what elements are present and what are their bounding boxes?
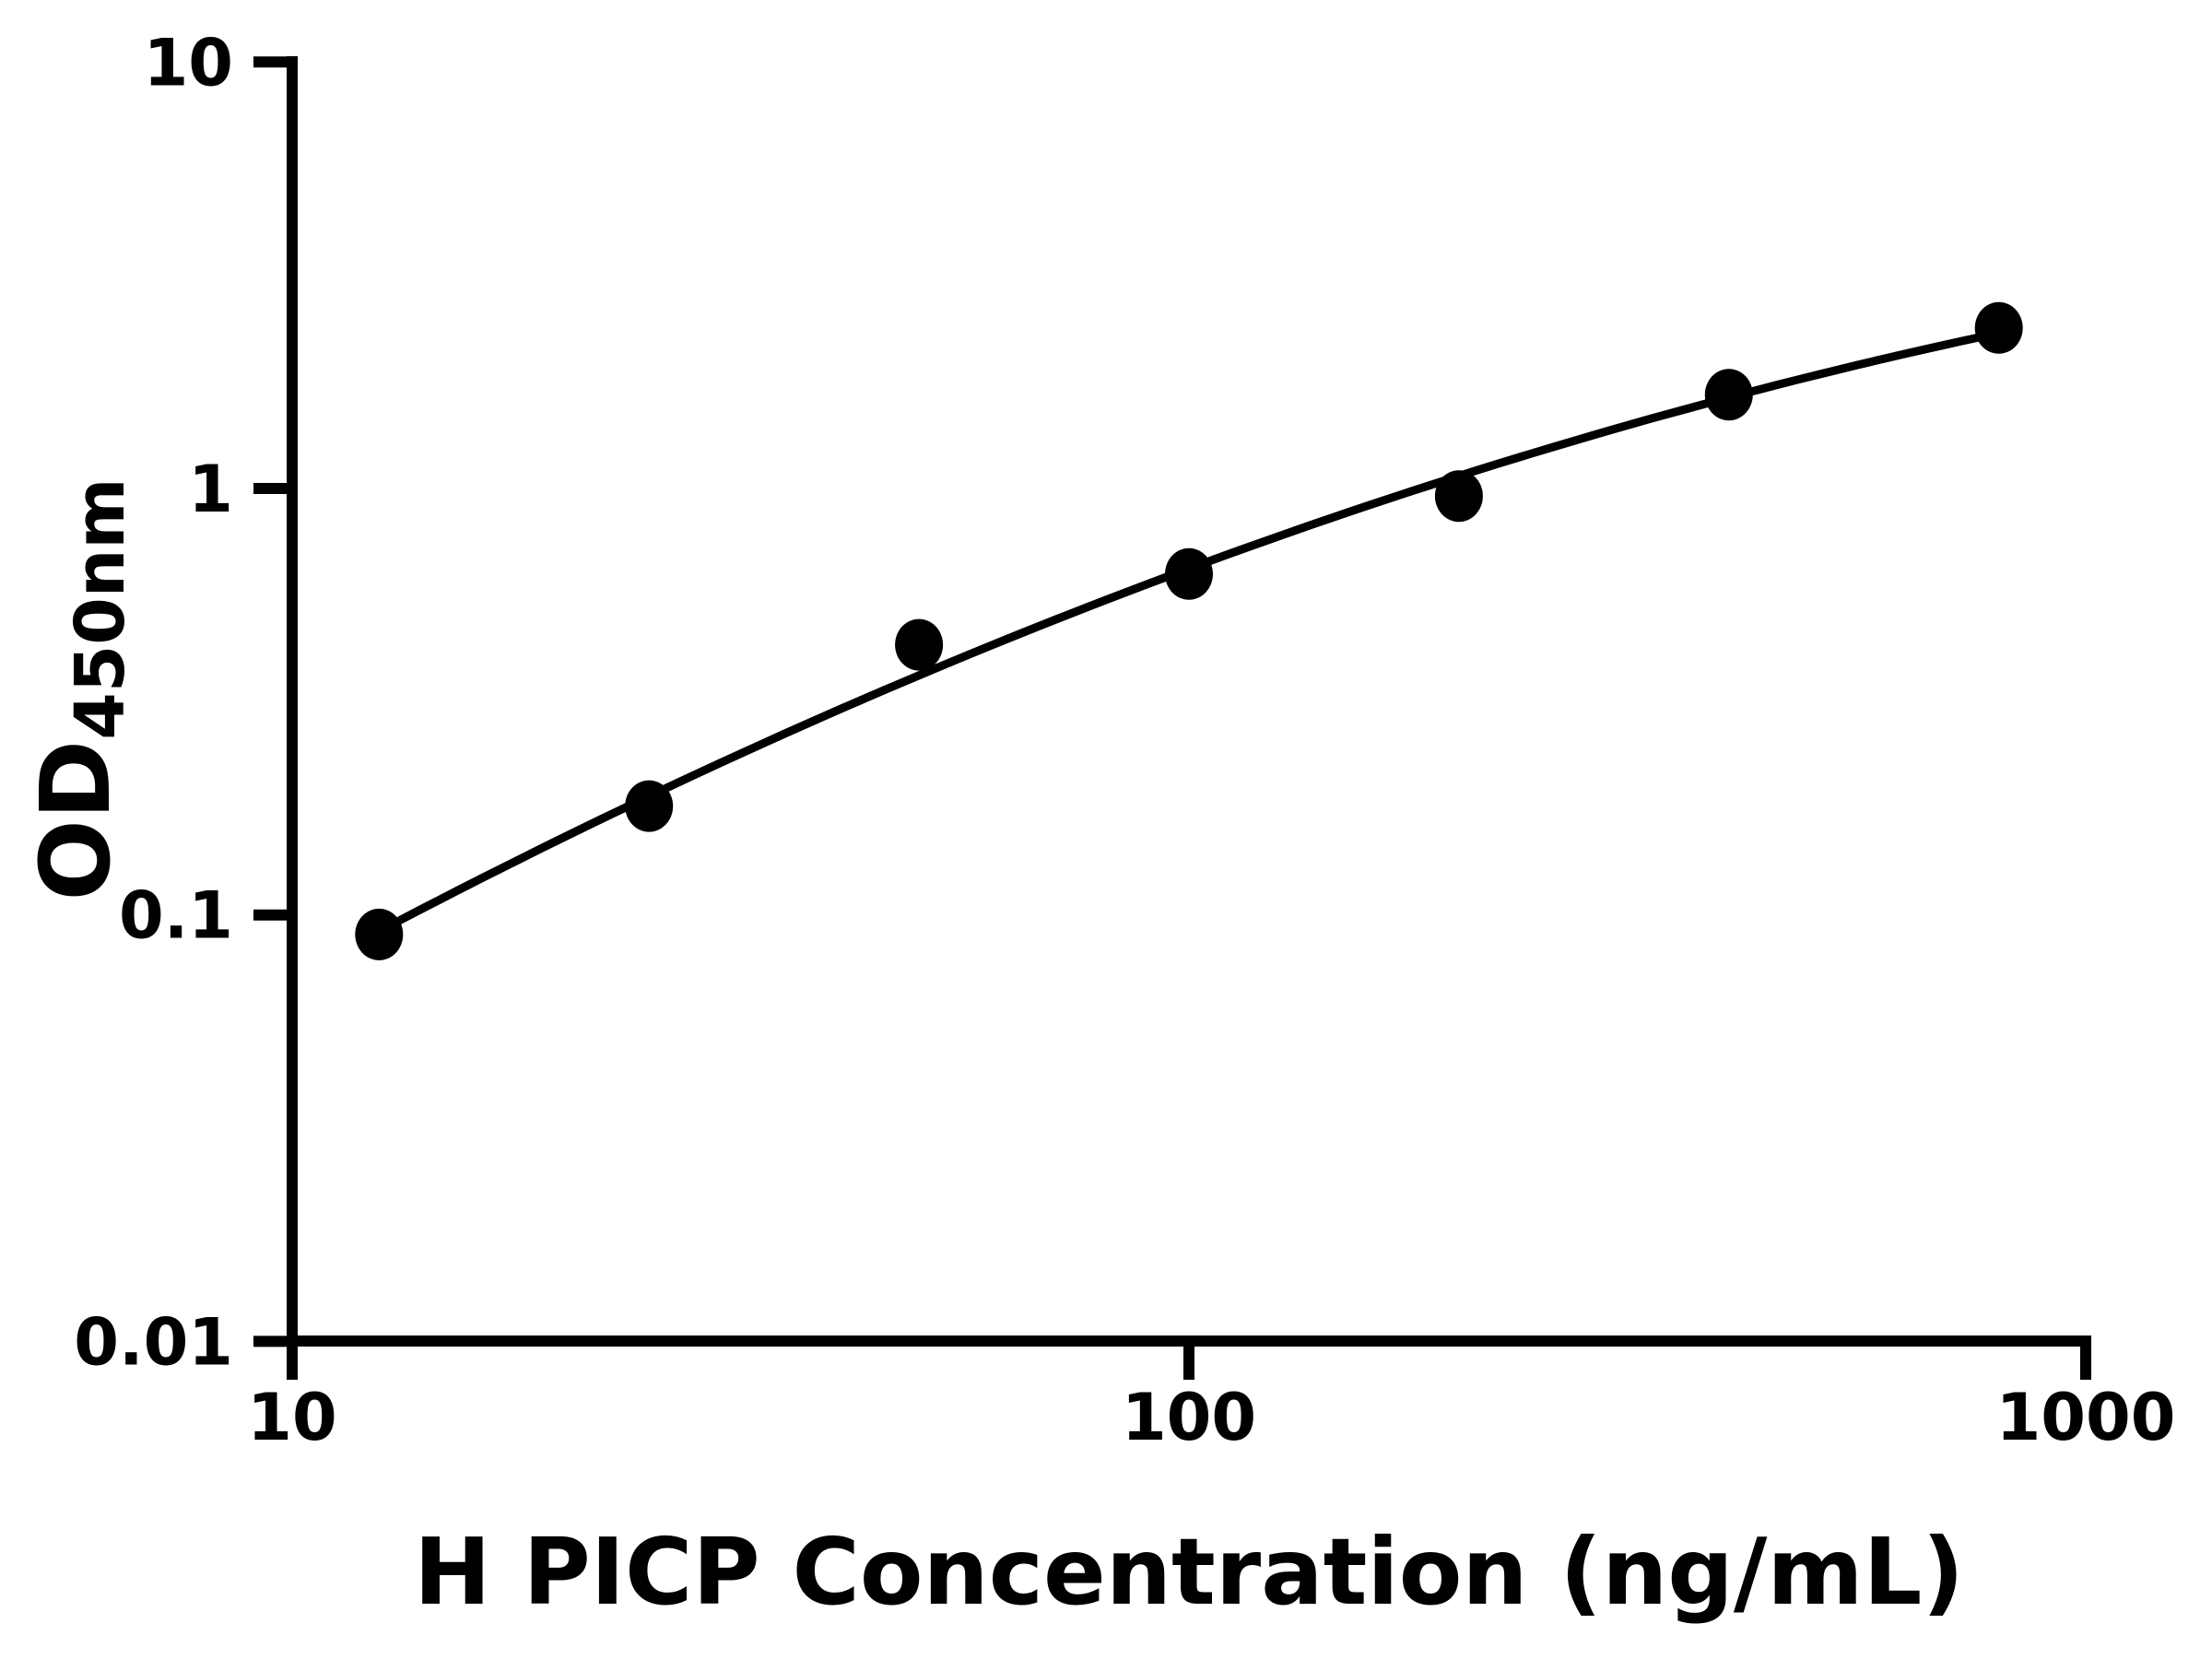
y-axis-title-subscript: 450nm <box>61 477 140 739</box>
y-axis-title-main: OD <box>19 740 132 901</box>
y-axis-title: OD450nm <box>19 477 140 900</box>
data-point <box>1704 369 1753 421</box>
data-point <box>625 780 674 832</box>
y-tick-label: 10 <box>144 25 233 100</box>
y-tick-label: 1 <box>188 452 233 527</box>
y-tick-label: 0.01 <box>74 1304 233 1380</box>
data-point <box>1974 301 2023 354</box>
x-tick-label: 10 <box>247 1380 336 1455</box>
x-axis-title: H PICP Concentration (ng/mL) <box>414 1518 1964 1626</box>
data-point <box>895 618 944 671</box>
data-point <box>1165 547 1213 600</box>
data-point <box>355 908 404 960</box>
x-tick-label: 100 <box>1122 1380 1256 1455</box>
data-points-group <box>355 301 2023 960</box>
x-tick-label: 1000 <box>1996 1380 2176 1455</box>
fitted-curve <box>374 328 2004 935</box>
y-tick-label: 0.1 <box>119 878 233 954</box>
data-point <box>1434 470 1483 523</box>
fitted-curve-group <box>374 328 2004 935</box>
